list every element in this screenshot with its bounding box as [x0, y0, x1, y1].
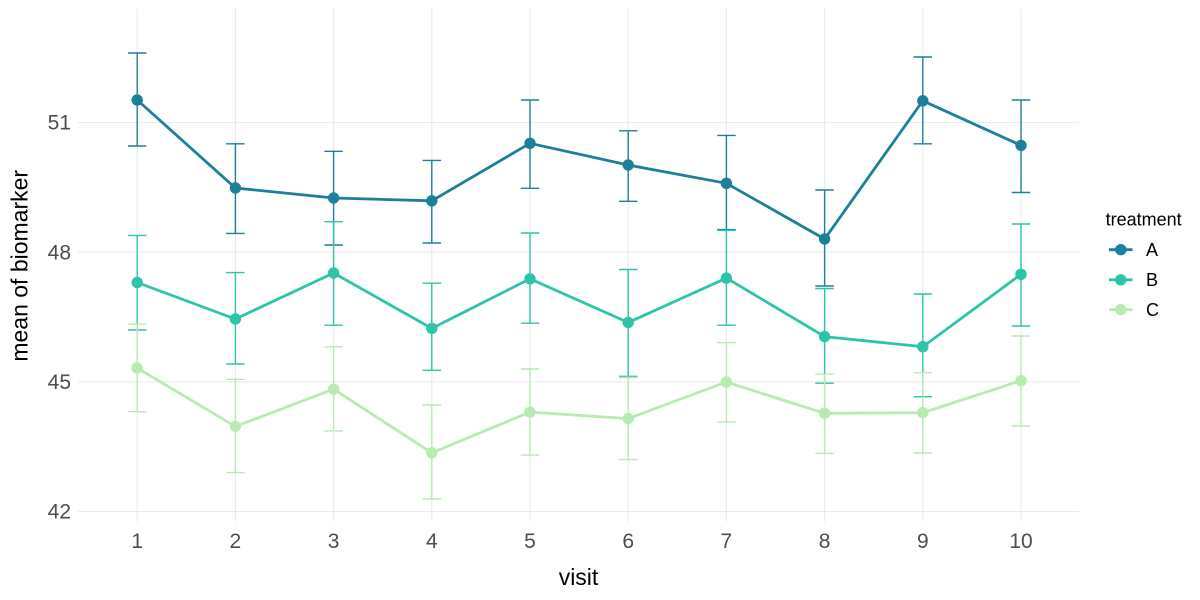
- svg-text:9: 9: [917, 530, 929, 553]
- svg-text:7: 7: [721, 530, 733, 553]
- svg-text:treatment: treatment: [1106, 209, 1182, 229]
- svg-text:48: 48: [48, 241, 71, 264]
- svg-text:51: 51: [48, 112, 71, 135]
- svg-text:2: 2: [230, 530, 242, 553]
- svg-text:42: 42: [48, 501, 71, 524]
- svg-text:45: 45: [48, 371, 71, 394]
- svg-text:3: 3: [328, 530, 340, 553]
- svg-text:B: B: [1146, 270, 1158, 290]
- svg-text:1: 1: [131, 530, 143, 553]
- svg-text:visit: visit: [559, 564, 599, 590]
- svg-text:8: 8: [819, 530, 831, 553]
- svg-text:A: A: [1146, 240, 1158, 260]
- svg-text:5: 5: [524, 530, 536, 553]
- svg-text:4: 4: [426, 530, 438, 553]
- svg-text:6: 6: [622, 530, 634, 553]
- svg-text:mean of biomarker: mean of biomarker: [7, 170, 33, 362]
- svg-text:C: C: [1146, 300, 1159, 320]
- svg-text:10: 10: [1009, 530, 1032, 553]
